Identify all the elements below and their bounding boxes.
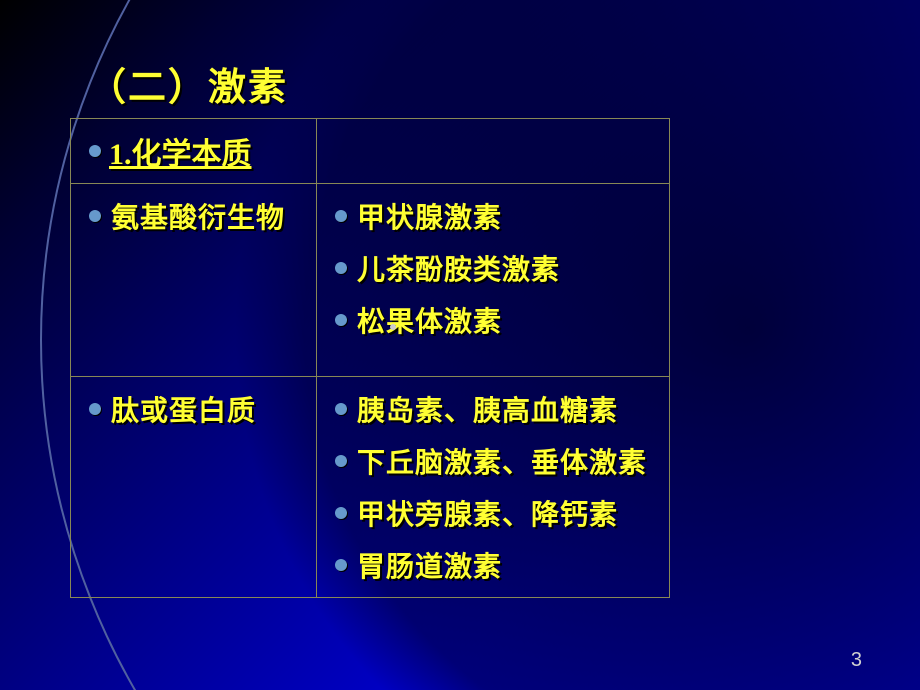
list-item: 氨基酸衍生物 xyxy=(89,190,304,242)
bullet-icon xyxy=(335,455,347,467)
row2-left-text: 肽或蛋白质 xyxy=(111,389,256,429)
table-header-row: 1.化学本质 xyxy=(71,119,669,184)
row2-right-1: 下丘脑激素、垂体激素 xyxy=(357,441,647,481)
list-item: 胃肠道激素 xyxy=(335,539,657,591)
list-item: 肽或蛋白质 xyxy=(89,383,304,435)
row2-right-0: 胰岛素、胰高血糖素 xyxy=(357,389,618,429)
page-number: 3 xyxy=(851,649,862,672)
row1-right-2: 松果体激素 xyxy=(357,300,502,340)
row1-right-1: 儿茶酚胺类激素 xyxy=(357,248,560,288)
list-item: 胰岛素、胰高血糖素 xyxy=(335,383,657,435)
bullet-icon xyxy=(89,210,101,222)
bullet-icon xyxy=(335,262,347,274)
bullet-icon xyxy=(335,403,347,415)
list-item: 甲状腺激素 xyxy=(335,190,657,242)
bullet-icon xyxy=(335,210,347,222)
list-item: 甲状旁腺素、降钙素 xyxy=(335,487,657,539)
table-row: 氨基酸衍生物 甲状腺激素 儿茶酚胺类激素 松果体激素 xyxy=(71,184,669,377)
header-label: 1.化学本质 xyxy=(109,129,252,173)
bullet-icon xyxy=(335,314,347,326)
row2-left-cell: 肽或蛋白质 xyxy=(71,377,317,597)
header-cell: 1.化学本质 xyxy=(71,119,317,183)
header-text: 1.化学本质 xyxy=(89,125,252,177)
bullet-icon xyxy=(335,559,347,571)
row1-right-0: 甲状腺激素 xyxy=(357,196,502,236)
list-item: 下丘脑激素、垂体激素 xyxy=(335,435,657,487)
row1-right-cell: 甲状腺激素 儿茶酚胺类激素 松果体激素 xyxy=(317,184,669,376)
row1-left-text: 氨基酸衍生物 xyxy=(111,196,285,236)
bullet-icon xyxy=(335,507,347,519)
spacer xyxy=(335,346,657,370)
bullet-icon xyxy=(89,145,101,157)
hormone-table: 1.化学本质 氨基酸衍生物 甲状腺激素 儿茶酚胺类激素 松果体激素 xyxy=(70,118,670,598)
list-item: 儿茶酚胺类激素 xyxy=(335,242,657,294)
bullet-icon xyxy=(89,403,101,415)
row2-right-cell: 胰岛素、胰高血糖素 下丘脑激素、垂体激素 甲状旁腺素、降钙素 胃肠道激素 xyxy=(317,377,669,597)
list-item: 松果体激素 xyxy=(335,294,657,346)
table-row: 肽或蛋白质 胰岛素、胰高血糖素 下丘脑激素、垂体激素 甲状旁腺素、降钙素 胃肠道… xyxy=(71,377,669,597)
row2-right-3: 胃肠道激素 xyxy=(357,545,502,585)
row1-left-cell: 氨基酸衍生物 xyxy=(71,184,317,376)
center-dot-icon xyxy=(390,324,396,330)
header-cell-right xyxy=(317,119,669,183)
row2-right-2: 甲状旁腺素、降钙素 xyxy=(357,493,618,533)
slide-title: （二）激素 xyxy=(88,56,288,111)
